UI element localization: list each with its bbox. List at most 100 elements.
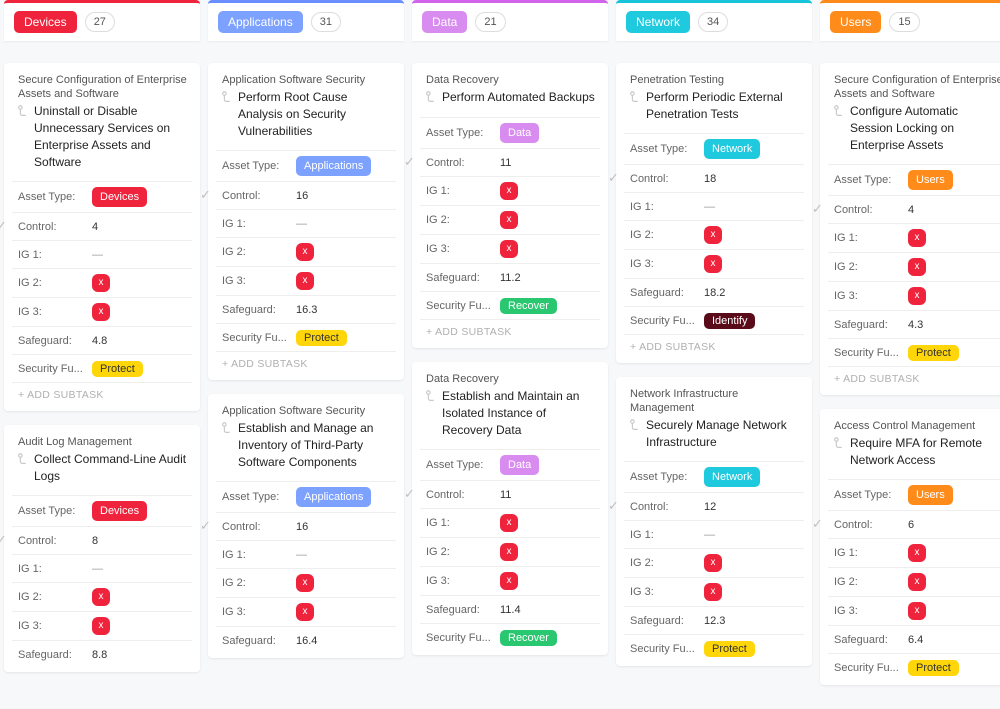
column-pill[interactable]: Network	[626, 11, 690, 33]
security-function-pill[interactable]: Identify	[704, 313, 755, 329]
field-row: IG 2:x	[624, 548, 804, 577]
field-row: IG 2:x	[216, 568, 396, 597]
asset-type-pill[interactable]: Network	[704, 139, 760, 159]
field-row: Safeguard:12.3	[624, 606, 804, 634]
field-row: IG 1:—	[216, 209, 396, 237]
ig1-value: —	[92, 563, 103, 575]
field-label: IG 3:	[426, 243, 500, 255]
field-label: IG 1:	[834, 232, 908, 244]
field-label: Safeguard:	[630, 287, 704, 299]
field-label: Safeguard:	[222, 635, 296, 647]
task-card[interactable]: Access Control ManagementRequire MFA for…	[820, 409, 1000, 685]
task-card[interactable]: Secure Configuration of Enterprise Asset…	[820, 63, 1000, 395]
column-count: 31	[311, 12, 341, 32]
ig1-value: —	[92, 249, 103, 261]
field-row: Asset Type:Applications	[216, 150, 396, 181]
column-count: 15	[889, 12, 919, 32]
column-pill[interactable]: Users	[830, 11, 881, 33]
field-label: Control:	[630, 173, 704, 185]
add-subtask-button[interactable]: + ADD SUBTASK	[828, 366, 1000, 391]
column-header[interactable]: Data21	[412, 0, 608, 41]
card-category: Secure Configuration of Enterprise Asset…	[834, 73, 1000, 101]
security-function-pill[interactable]: Protect	[908, 660, 959, 676]
field-label: Safeguard:	[834, 319, 908, 331]
field-row: IG 3:x	[12, 611, 192, 640]
field-row: ✓Control:8	[12, 526, 192, 554]
task-card[interactable]: Network Infrastructure ManagementSecurel…	[616, 377, 812, 666]
column-pill[interactable]: Devices	[14, 11, 77, 33]
add-subtask-button[interactable]: + ADD SUBTASK	[624, 334, 804, 359]
asset-type-pill[interactable]: Applications	[296, 487, 371, 507]
field-label: IG 3:	[18, 306, 92, 318]
field-label: Asset Type:	[18, 505, 92, 517]
subtask-icon	[220, 90, 234, 107]
task-card[interactable]: Secure Configuration of Enterprise Asset…	[4, 63, 200, 411]
field-row: Security Fu...Recover	[420, 291, 600, 319]
safeguard-value: 8.8	[92, 649, 107, 661]
security-function-pill[interactable]: Protect	[908, 345, 959, 361]
field-row: IG 1:—	[624, 192, 804, 220]
task-card[interactable]: Application Software SecurityEstablish a…	[208, 394, 404, 658]
ig1-value: —	[704, 529, 715, 541]
asset-type-pill[interactable]: Users	[908, 170, 953, 190]
ig1-badge: x	[500, 182, 518, 200]
field-label: Asset Type:	[426, 459, 500, 471]
add-subtask-button[interactable]: + ADD SUBTASK	[12, 382, 192, 407]
field-row: Safeguard:4.8	[12, 326, 192, 354]
security-function-pill[interactable]: Protect	[704, 641, 755, 657]
field-label: Security Fu...	[834, 662, 908, 674]
field-row: Asset Type:Devices	[12, 495, 192, 526]
column-header[interactable]: Users 15	[820, 0, 1000, 41]
task-card[interactable]: Data RecoveryPerform Automated BackupsAs…	[412, 63, 608, 348]
field-label: IG 2:	[834, 261, 908, 273]
asset-type-pill[interactable]: Applications	[296, 156, 371, 176]
asset-type-pill[interactable]: Devices	[92, 187, 147, 207]
card-title: Require MFA for Remote Network Access	[850, 435, 1000, 469]
field-label: IG 2:	[18, 277, 92, 289]
field-label: Asset Type:	[426, 127, 500, 139]
field-label: IG 3:	[630, 586, 704, 598]
column-header[interactable]: Applications 31	[208, 0, 404, 41]
field-row: ✓Control:6	[828, 510, 1000, 538]
add-subtask-button[interactable]: + ADD SUBTASK	[216, 351, 396, 376]
asset-type-pill[interactable]: Users	[908, 485, 953, 505]
subtask-icon	[628, 418, 642, 435]
task-card[interactable]: Penetration TestingPerform Periodic Exte…	[616, 63, 812, 363]
field-label: Control:	[426, 489, 500, 501]
field-row: Safeguard:8.8	[12, 640, 192, 668]
field-label: Control:	[18, 221, 92, 233]
field-row: Asset Type:Users	[828, 479, 1000, 510]
ig1-value: —	[704, 201, 715, 213]
field-row: Security Fu...Protect	[828, 338, 1000, 366]
add-subtask-button[interactable]: + ADD SUBTASK	[420, 319, 600, 344]
safeguard-value: 4.3	[908, 319, 923, 331]
task-card[interactable]: Data RecoveryEstablish and Maintain an I…	[412, 362, 608, 655]
field-label: IG 2:	[834, 576, 908, 588]
column-header[interactable]: Devices27	[4, 0, 200, 41]
asset-type-pill[interactable]: Network	[704, 467, 760, 487]
subtask-icon	[832, 436, 846, 453]
security-function-pill[interactable]: Recover	[500, 298, 557, 314]
field-label: Asset Type:	[834, 489, 908, 501]
ig1-value: —	[296, 218, 307, 230]
field-row: IG 3:x	[828, 596, 1000, 625]
security-function-pill[interactable]: Protect	[296, 330, 347, 346]
field-row: Safeguard:11.4	[420, 595, 600, 623]
column-header[interactable]: Network34	[616, 0, 812, 41]
asset-type-pill[interactable]: Data	[500, 455, 539, 475]
field-label: IG 2:	[222, 246, 296, 258]
asset-type-pill[interactable]: Data	[500, 123, 539, 143]
security-function-pill[interactable]: Recover	[500, 630, 557, 646]
task-card[interactable]: Application Software SecurityPerform Roo…	[208, 63, 404, 380]
asset-type-pill[interactable]: Devices	[92, 501, 147, 521]
column-pill[interactable]: Applications	[218, 11, 303, 33]
control-value: 16	[296, 190, 308, 202]
card-title: Uninstall or Disable Unnecessary Service…	[34, 103, 188, 171]
field-row: IG 1:x	[420, 508, 600, 537]
ig1-badge: x	[908, 544, 926, 562]
column-pill[interactable]: Data	[422, 11, 467, 33]
security-function-pill[interactable]: Protect	[92, 361, 143, 377]
field-row: IG 2:x	[828, 252, 1000, 281]
task-card[interactable]: Audit Log ManagementCollect Command-Line…	[4, 425, 200, 672]
subtask-icon	[424, 389, 438, 406]
